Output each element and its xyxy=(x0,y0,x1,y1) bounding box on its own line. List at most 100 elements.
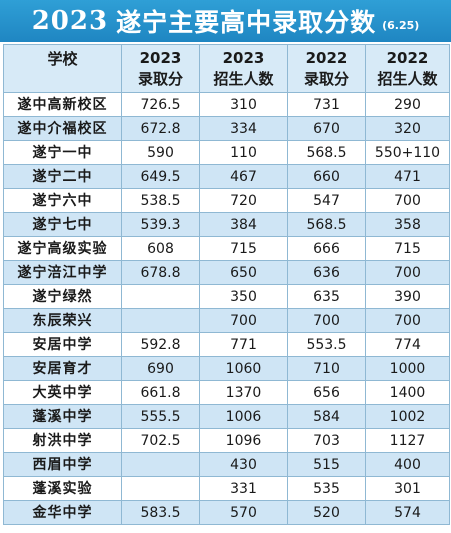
score-2022-cell: 700 xyxy=(287,308,366,333)
enroll-2022-cell: 1400 xyxy=(365,380,450,405)
score-2023-cell: 690 xyxy=(121,356,200,381)
header-score-2022-year: 2022 xyxy=(305,48,348,67)
header-score-2023-label: 录取分 xyxy=(137,69,183,88)
enroll-2022-cell: 700 xyxy=(365,188,450,213)
school-cell: 遂宁六中 xyxy=(3,188,122,213)
score-2023-cell: 590 xyxy=(121,140,200,165)
score-2022-cell: 656 xyxy=(287,380,366,405)
school-cell: 大英中学 xyxy=(3,380,122,405)
table-row: 遂宁高级实验 608 715 666 715 xyxy=(3,236,450,261)
score-2023-cell: 555.5 xyxy=(121,404,200,429)
table-body: 遂中高新校区 726.5 310 731 290 遂中介福校区 672.8 334 670 320… xyxy=(3,92,450,525)
score-2022-cell: 731 xyxy=(287,92,366,117)
table-row: 遂宁六中 538.5 720 547 700 xyxy=(3,188,450,213)
enroll-2023-cell: 720 xyxy=(199,188,288,213)
score-2023-cell: 702.5 xyxy=(121,428,200,453)
school-cell: 蓬溪实验 xyxy=(3,476,122,501)
page-title: 遂宁主要高中录取分数 xyxy=(116,8,377,37)
table-row: 大英中学 661.8 1370 656 1400 xyxy=(3,380,450,405)
enroll-2023-cell: 771 xyxy=(199,332,288,357)
enroll-2022-cell: 774 xyxy=(365,332,450,357)
table-row: 东辰荣兴 700 700 700 xyxy=(3,308,450,333)
score-2022-cell: 635 xyxy=(287,284,366,309)
enroll-2023-cell: 1096 xyxy=(199,428,288,453)
enroll-2023-cell: 110 xyxy=(199,140,288,165)
school-cell: 西眉中学 xyxy=(3,452,122,477)
enroll-2023-cell: 570 xyxy=(199,500,288,525)
table-row: 遂宁一中 590 110 568.5 550+110 xyxy=(3,140,450,165)
school-cell: 金华中学 xyxy=(3,500,122,525)
score-2023-cell: 539.3 xyxy=(121,212,200,237)
enroll-2022-cell: 1000 xyxy=(365,356,450,381)
header-enroll-2022-label: 招生人数 xyxy=(377,69,438,88)
enroll-2022-cell: 700 xyxy=(365,260,450,285)
score-2023-cell xyxy=(121,476,200,501)
table-row: 安居育才 690 1060 710 1000 xyxy=(3,356,450,381)
score-2022-cell: 710 xyxy=(287,356,366,381)
table-row: 遂中介福校区 672.8 334 670 320 xyxy=(3,116,450,141)
score-2023-cell xyxy=(121,308,200,333)
header-enroll-2022-year: 2022 xyxy=(386,48,429,67)
title-date: (6.25) xyxy=(382,18,420,32)
enroll-2023-cell: 334 xyxy=(199,116,288,141)
table-row: 西眉中学 430 515 400 xyxy=(3,452,450,477)
enroll-2023-cell: 350 xyxy=(199,284,288,309)
header-enroll-2023: 2023 招生人数 xyxy=(199,44,288,93)
header-score-2022-label: 录取分 xyxy=(303,69,349,88)
score-2023-cell: 608 xyxy=(121,236,200,261)
school-cell: 遂宁高级实验 xyxy=(3,236,122,261)
enroll-2023-cell: 650 xyxy=(199,260,288,285)
table-row: 遂宁绿然 350 635 390 xyxy=(3,284,450,309)
score-2023-cell xyxy=(121,452,200,477)
school-cell: 遂宁七中 xyxy=(3,212,122,237)
enroll-2023-cell: 1370 xyxy=(199,380,288,405)
school-cell: 遂宁二中 xyxy=(3,164,122,189)
title-banner: 2023 遂宁主要高中录取分数 (6.25) xyxy=(0,0,451,42)
table-row: 射洪中学 702.5 1096 703 1127 xyxy=(3,428,450,453)
score-2023-cell: 661.8 xyxy=(121,380,200,405)
enroll-2022-cell: 400 xyxy=(365,452,450,477)
header-enroll-2022: 2022 招生人数 xyxy=(365,44,450,93)
school-cell: 遂中介福校区 xyxy=(3,116,122,141)
table-row: 遂中高新校区 726.5 310 731 290 xyxy=(3,92,450,117)
title-year: 2023 xyxy=(31,6,109,36)
score-2022-cell: 636 xyxy=(287,260,366,285)
enroll-2022-cell: 320 xyxy=(365,116,450,141)
score-2023-cell: 592.8 xyxy=(121,332,200,357)
enroll-2023-cell: 467 xyxy=(199,164,288,189)
score-2023-cell: 678.8 xyxy=(121,260,200,285)
admission-scores-table: 学校 2023 录取分 2023 招生人数 2022 录取分 2022 招生人数… xyxy=(3,44,450,525)
enroll-2023-cell: 310 xyxy=(199,92,288,117)
enroll-2023-cell: 700 xyxy=(199,308,288,333)
enroll-2023-cell: 331 xyxy=(199,476,288,501)
enroll-2022-cell: 715 xyxy=(365,236,450,261)
table-row: 蓬溪中学 555.5 1006 584 1002 xyxy=(3,404,450,429)
score-2023-cell xyxy=(121,284,200,309)
school-cell: 蓬溪中学 xyxy=(3,404,122,429)
table-header-row: 学校 2023 录取分 2023 招生人数 2022 录取分 2022 招生人数 xyxy=(3,44,450,93)
school-cell: 遂宁一中 xyxy=(3,140,122,165)
score-2022-cell: 660 xyxy=(287,164,366,189)
enroll-2022-cell: 358 xyxy=(365,212,450,237)
score-2022-cell: 547 xyxy=(287,188,366,213)
school-cell: 射洪中学 xyxy=(3,428,122,453)
header-enroll-2023-label: 招生人数 xyxy=(213,69,274,88)
score-2022-cell: 568.5 xyxy=(287,140,366,165)
enroll-2023-cell: 1006 xyxy=(199,404,288,429)
header-score-2022: 2022 录取分 xyxy=(287,44,366,93)
score-2023-cell: 538.5 xyxy=(121,188,200,213)
enroll-2022-cell: 301 xyxy=(365,476,450,501)
table-row: 安居中学 592.8 771 553.5 774 xyxy=(3,332,450,357)
enroll-2023-cell: 384 xyxy=(199,212,288,237)
header-school: 学校 xyxy=(3,44,122,93)
enroll-2022-cell: 1127 xyxy=(365,428,450,453)
school-cell: 东辰荣兴 xyxy=(3,308,122,333)
header-score-2023-year: 2023 xyxy=(139,48,182,67)
score-2023-cell: 672.8 xyxy=(121,116,200,141)
enroll-2023-cell: 1060 xyxy=(199,356,288,381)
table-row: 金华中学 583.5 570 520 574 xyxy=(3,500,450,525)
school-cell: 遂宁涪江中学 xyxy=(3,260,122,285)
table-row: 遂宁二中 649.5 467 660 471 xyxy=(3,164,450,189)
school-cell: 遂中高新校区 xyxy=(3,92,122,117)
enroll-2023-cell: 715 xyxy=(199,236,288,261)
